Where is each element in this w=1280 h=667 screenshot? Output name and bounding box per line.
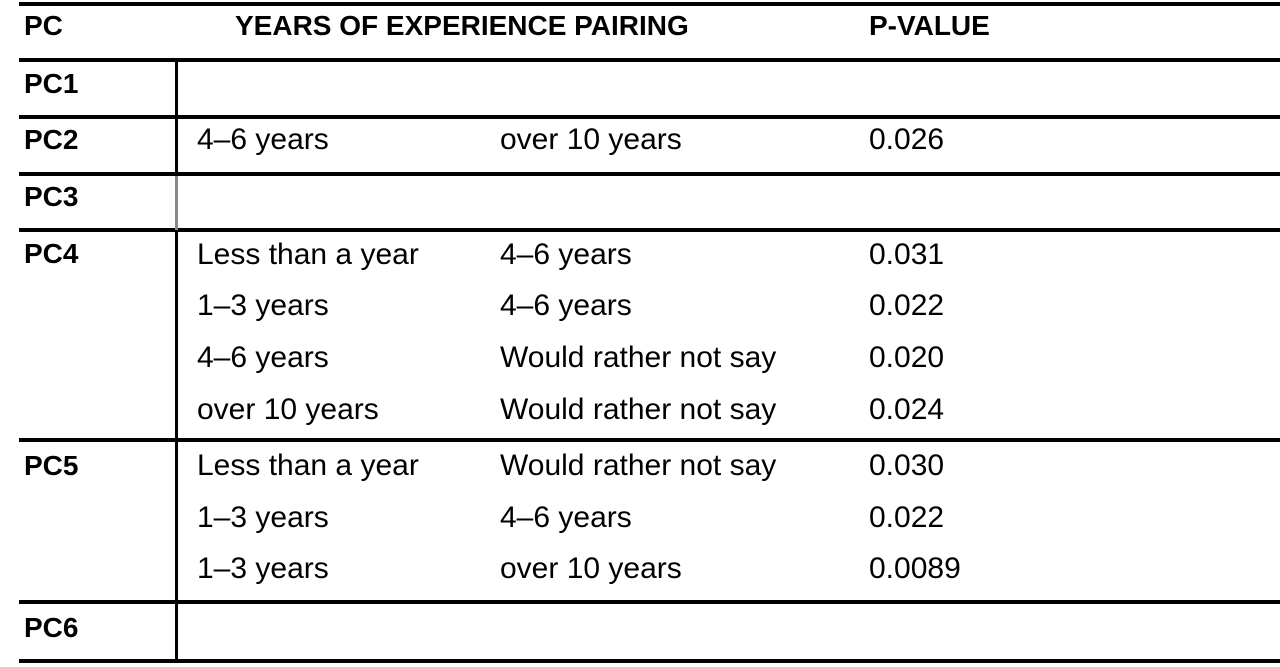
p-value: 0.022 xyxy=(869,289,945,322)
table-top-rule xyxy=(19,2,1280,6)
header-bottom-rule xyxy=(19,58,1280,62)
row-divider xyxy=(19,228,1280,232)
row-divider xyxy=(19,600,1280,604)
pc-label: PC1 xyxy=(24,68,79,99)
pc-label: PC6 xyxy=(24,612,79,643)
row-divider xyxy=(19,115,1280,119)
header-pc: PC xyxy=(24,10,63,41)
p-value: 0.024 xyxy=(869,393,945,426)
column-separator xyxy=(175,230,178,661)
pairing-to: Would rather not say xyxy=(500,393,777,426)
pairing-from: 1–3 years xyxy=(197,289,329,322)
pairing-to: Would rather not say xyxy=(500,449,777,482)
pc-label: PC5 xyxy=(24,450,79,481)
p-value: 0.0089 xyxy=(869,552,961,585)
pairing-from: over 10 years xyxy=(197,393,379,426)
row-divider xyxy=(19,438,1280,442)
row-divider xyxy=(19,172,1280,176)
pairing-to: over 10 years xyxy=(500,123,682,156)
table-bottom-rule xyxy=(19,659,1280,663)
pairing-from: Less than a year xyxy=(197,449,419,482)
pc-label: PC3 xyxy=(24,181,79,212)
header-pvalue: P-VALUE xyxy=(869,10,990,41)
pairing-from: 4–6 years xyxy=(197,341,329,374)
p-value: 0.031 xyxy=(869,238,945,271)
column-separator xyxy=(175,176,178,230)
header-pairing: YEARS OF EXPERIENCE PAIRING xyxy=(235,10,689,41)
p-value: 0.022 xyxy=(869,501,945,534)
pairing-from: 1–3 years xyxy=(197,501,329,534)
p-value: 0.030 xyxy=(869,449,945,482)
pairing-from: 1–3 years xyxy=(197,552,329,585)
pairing-from: Less than a year xyxy=(197,238,419,271)
pairing-from: 4–6 years xyxy=(197,123,329,156)
pc-label: PC4 xyxy=(24,238,79,269)
p-value: 0.026 xyxy=(869,123,945,156)
p-value: 0.020 xyxy=(869,341,945,374)
column-separator xyxy=(175,62,178,177)
pc-label: PC2 xyxy=(24,124,79,155)
pairing-to: 4–6 years xyxy=(500,289,632,322)
pairing-to: over 10 years xyxy=(500,552,682,585)
pairing-to: Would rather not say xyxy=(500,341,777,374)
pairing-to: 4–6 years xyxy=(500,238,632,271)
pairing-to: 4–6 years xyxy=(500,501,632,534)
